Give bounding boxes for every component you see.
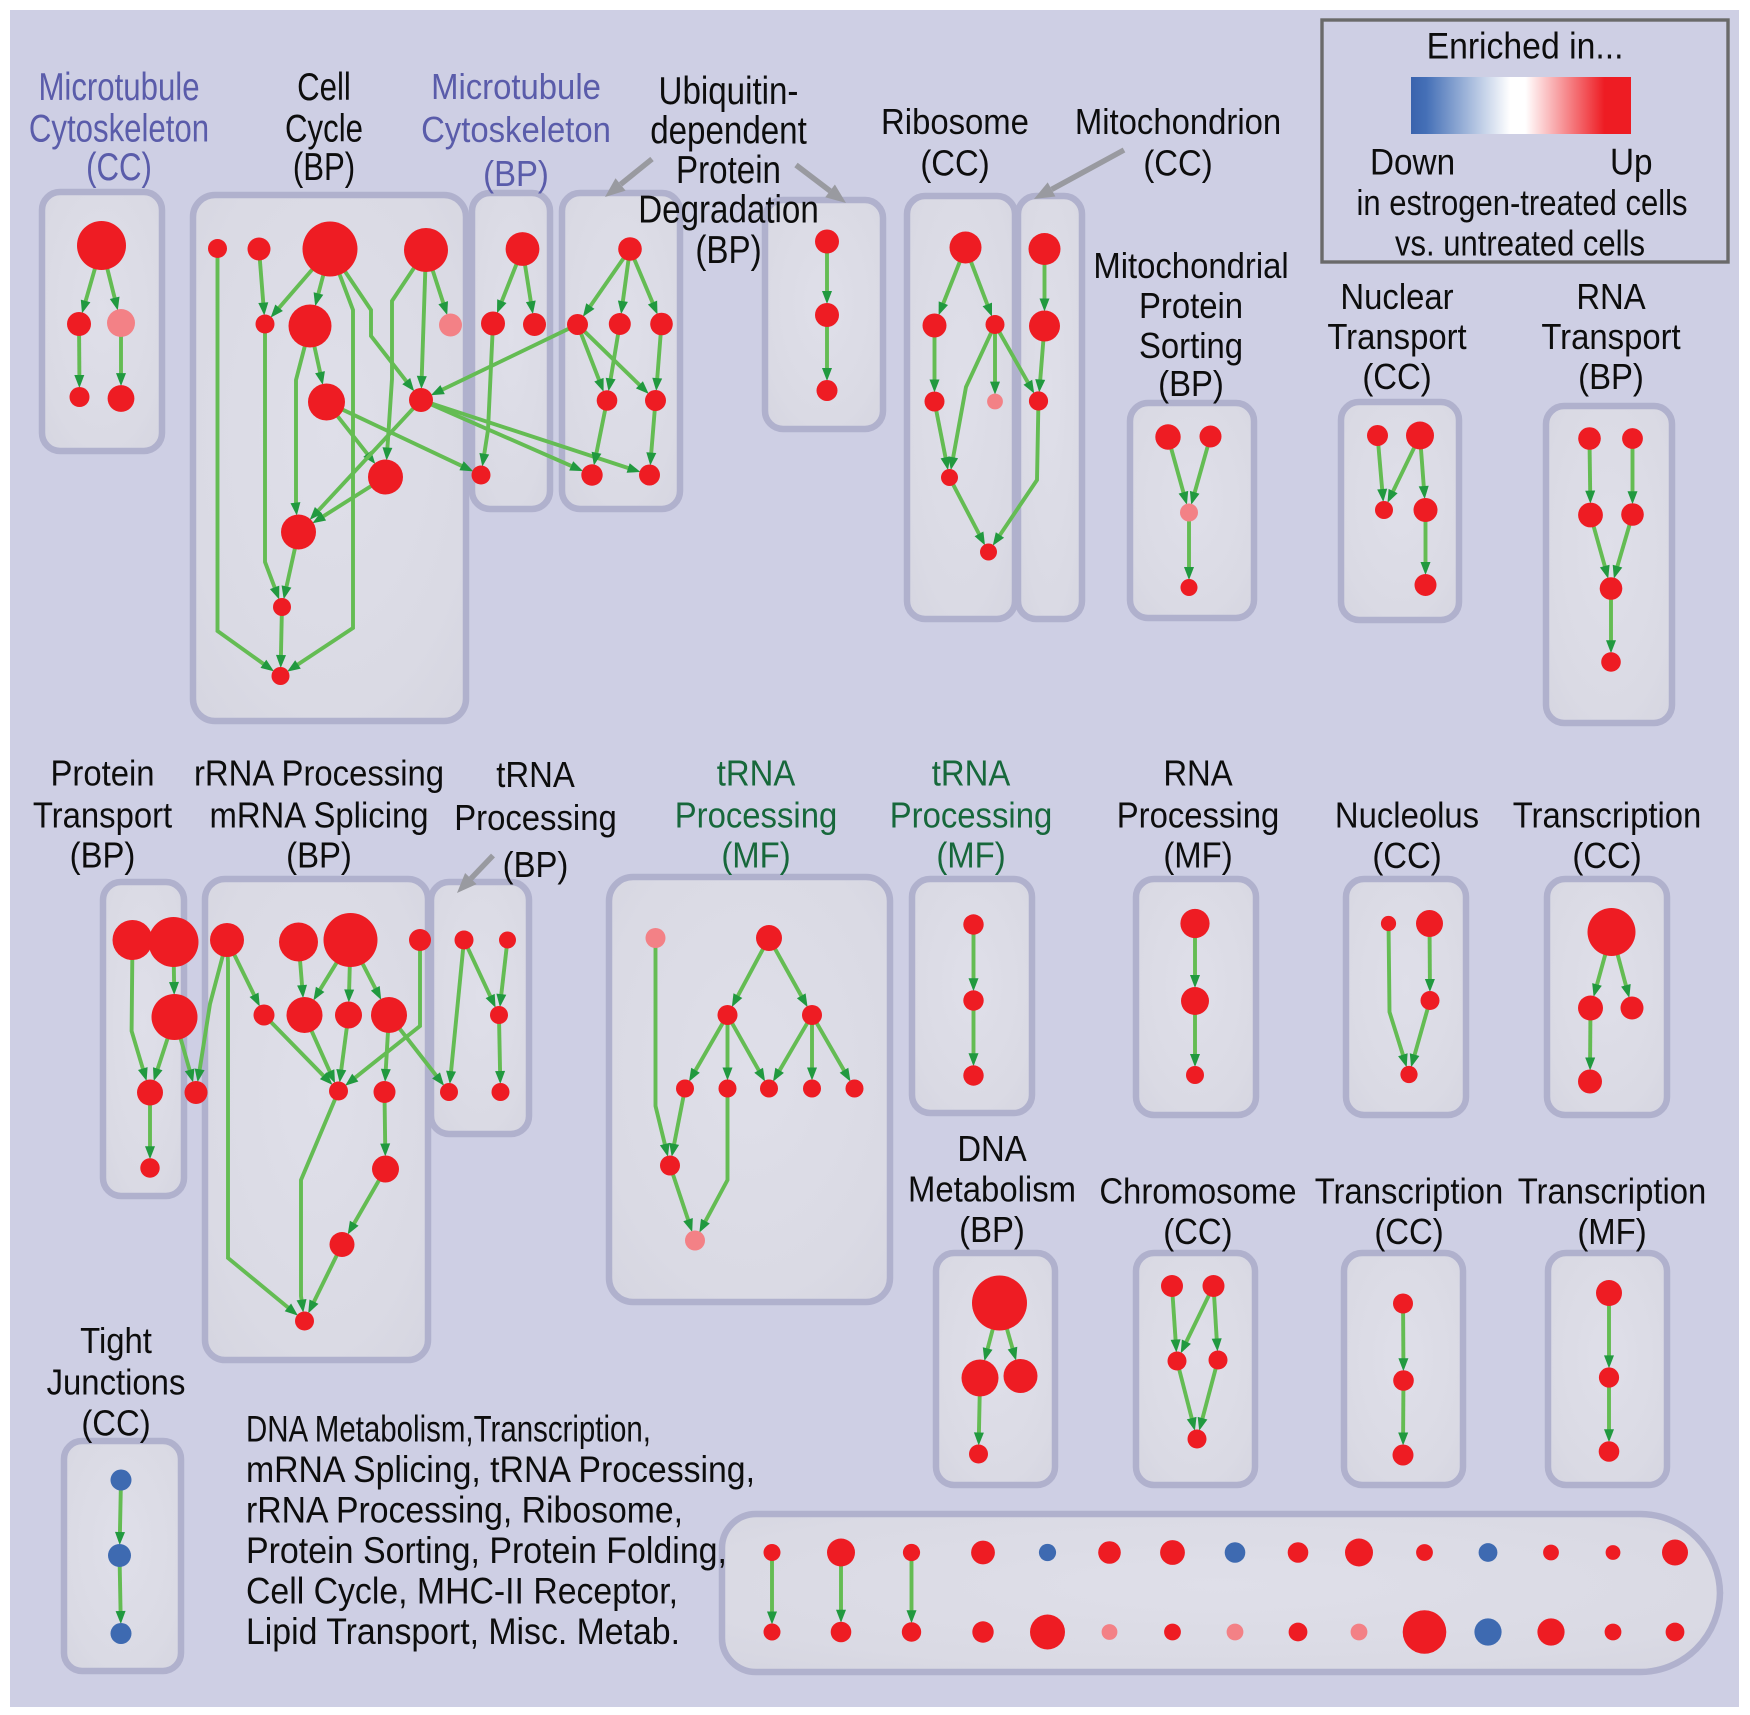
svg-text:Microtubule: Microtubule: [38, 66, 199, 109]
svg-text:(BP): (BP): [1578, 357, 1644, 397]
svg-text:Mitochondrion: Mitochondrion: [1075, 102, 1281, 142]
svg-text:(BP): (BP): [695, 228, 761, 272]
svg-text:Cytoskeleton: Cytoskeleton: [421, 110, 611, 150]
svg-text:tRNA: tRNA: [717, 754, 796, 794]
svg-text:Processing: Processing: [454, 798, 616, 838]
svg-text:Enriched in...: Enriched in...: [1427, 25, 1624, 67]
svg-text:Transcription: Transcription: [1518, 1172, 1707, 1212]
svg-text:(BP): (BP): [503, 845, 569, 885]
svg-text:Cell: Cell: [297, 66, 351, 109]
svg-text:Down: Down: [1370, 142, 1455, 183]
svg-text:Metabolism: Metabolism: [908, 1170, 1076, 1210]
svg-text:Protein: Protein: [1139, 286, 1243, 326]
svg-text:(MF): (MF): [1163, 836, 1232, 876]
svg-text:(MF): (MF): [1577, 1212, 1646, 1252]
svg-text:(CC): (CC): [1572, 836, 1641, 876]
svg-text:Cycle: Cycle: [285, 107, 363, 150]
svg-text:Protein: Protein: [676, 148, 781, 192]
svg-text:(CC): (CC): [1372, 836, 1441, 876]
svg-text:Transcription: Transcription: [1513, 796, 1702, 836]
svg-text:(BP): (BP): [286, 836, 352, 876]
svg-text:(CC): (CC): [1143, 144, 1212, 184]
svg-text:(CC): (CC): [86, 146, 152, 189]
svg-text:DNA: DNA: [957, 1129, 1027, 1169]
svg-text:Microtubule: Microtubule: [431, 67, 601, 107]
svg-text:(CC): (CC): [1163, 1212, 1232, 1252]
svg-text:(BP): (BP): [293, 146, 355, 189]
svg-text:rRNA Processing: rRNA Processing: [194, 754, 444, 794]
svg-text:Protein Sorting, Protein Foldi: Protein Sorting, Protein Folding,: [246, 1530, 727, 1571]
svg-text:Chromosome: Chromosome: [1099, 1172, 1296, 1212]
svg-text:Tight: Tight: [80, 1321, 152, 1361]
svg-text:Protein: Protein: [50, 754, 154, 794]
svg-text:(BP): (BP): [959, 1210, 1025, 1250]
svg-text:Transport: Transport: [33, 796, 173, 836]
svg-text:(MF): (MF): [936, 836, 1005, 876]
svg-text:Nuclear: Nuclear: [1340, 277, 1453, 317]
svg-text:RNA: RNA: [1576, 277, 1646, 317]
svg-text:Processing: Processing: [890, 796, 1052, 836]
svg-text:Processing: Processing: [1117, 796, 1279, 836]
svg-text:Ubiquitin-: Ubiquitin-: [659, 69, 799, 113]
svg-text:Cytoskeleton: Cytoskeleton: [29, 107, 209, 150]
svg-text:Processing: Processing: [675, 796, 837, 836]
svg-text:vs. untreated cells: vs. untreated cells: [1395, 223, 1645, 264]
svg-text:(BP): (BP): [1158, 364, 1224, 404]
svg-text:Lipid Transport, Misc. Metab.: Lipid Transport, Misc. Metab.: [246, 1611, 680, 1652]
svg-text:(BP): (BP): [483, 154, 549, 194]
svg-text:tRNA: tRNA: [932, 754, 1011, 794]
svg-text:tRNA: tRNA: [496, 755, 575, 795]
svg-text:in estrogen-treated cells: in estrogen-treated cells: [1357, 183, 1688, 224]
svg-text:mRNA Splicing: mRNA Splicing: [209, 796, 428, 836]
svg-text:Transport: Transport: [1327, 317, 1467, 357]
svg-text:(CC): (CC): [920, 144, 989, 184]
svg-text:dependent: dependent: [650, 108, 807, 152]
svg-text:Junctions: Junctions: [47, 1363, 186, 1403]
svg-text:Transcription: Transcription: [1315, 1172, 1504, 1212]
svg-text:(CC): (CC): [81, 1404, 150, 1444]
svg-text:RNA: RNA: [1163, 754, 1233, 794]
svg-text:(BP): (BP): [70, 836, 136, 876]
svg-text:Cell Cycle, MHC-II Receptor,: Cell Cycle, MHC-II Receptor,: [246, 1571, 678, 1612]
svg-text:Ribosome: Ribosome: [881, 102, 1029, 142]
svg-text:(MF): (MF): [721, 836, 790, 876]
svg-text:Up: Up: [1610, 142, 1653, 183]
svg-text:Mitochondrial: Mitochondrial: [1093, 246, 1288, 286]
svg-text:Sorting: Sorting: [1139, 326, 1243, 366]
svg-text:rRNA Processing, Ribosome,: rRNA Processing, Ribosome,: [246, 1490, 683, 1531]
svg-text:Nucleolus: Nucleolus: [1335, 796, 1479, 836]
svg-text:(CC): (CC): [1362, 357, 1431, 397]
svg-text:mRNA Splicing, tRNA Processing: mRNA Splicing, tRNA Processing,: [246, 1449, 755, 1490]
svg-text:(CC): (CC): [1374, 1212, 1443, 1252]
svg-text:Transport: Transport: [1541, 317, 1681, 357]
svg-text:DNA Metabolism,Transcription,: DNA Metabolism,Transcription,: [246, 1409, 651, 1450]
svg-text:Degradation: Degradation: [638, 187, 819, 231]
